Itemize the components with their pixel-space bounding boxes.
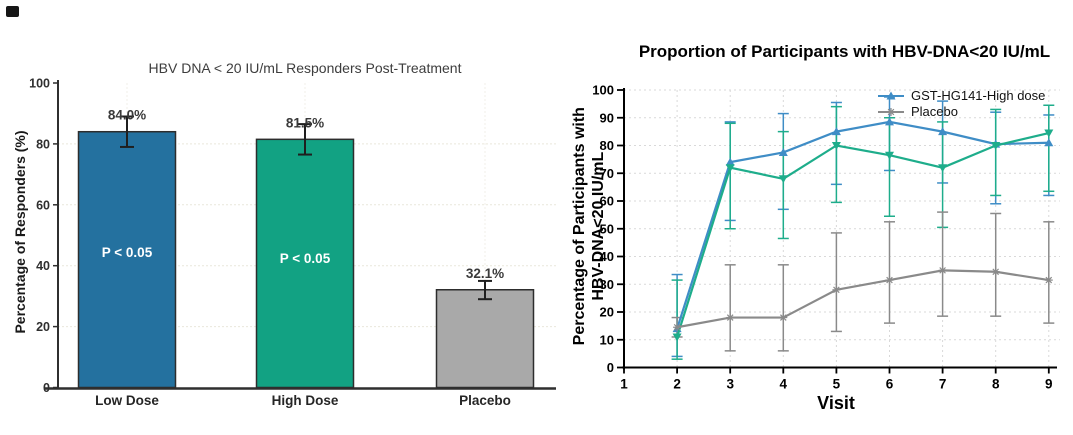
legend-item-placebo: Placebo [876,104,1045,119]
x-tick-label: 9 [1045,377,1053,392]
x-tick-label: 8 [992,377,1000,392]
error-bar [478,279,492,301]
legend-label-high-dose: GST-HG141-High dose [911,88,1046,103]
error-bars-Placebo [671,211,1055,352]
y-tick-label: 10 [600,332,614,347]
line-chart-panel: 0 10 20 30 40 50 60 70 80 90 100 1 2 3 4 5 6 7 8 9 Proporti… [560,0,1073,435]
x-tick-label: 3 [726,377,734,392]
bar-value-label: 32.1% [466,266,504,281]
error-bar [298,123,312,156]
error-bar [120,115,134,148]
bar-low-dose [77,130,177,389]
triangle-up-marker-icon [885,117,894,126]
y-tick-label: 30 [600,277,614,292]
triangle-down-marker-icon [938,164,948,173]
series-line-GST-HG141-High dose [676,120,1049,329]
x-tick-label: 1 [620,377,628,392]
triangle-up-marker-icon [938,127,948,136]
bar-high-dose [255,138,355,389]
bar-placebo [435,289,535,389]
x-tick-label: 6 [886,377,894,392]
x-tick-label: 7 [939,377,947,392]
triangle-down-marker-icon [991,142,1001,150]
high-dose-line-marker-icon [878,91,904,99]
star-marker-icon [726,313,735,322]
triangle-up-marker-icon [778,147,788,156]
legend-item-high-dose: GST-HG141-High dose [876,88,1045,103]
bar-value-label: 81.5% [286,115,324,130]
y-tick-label: 70 [600,166,614,181]
chart-legend: GST-HG141-High dose Placebo [876,88,1045,119]
star-marker-icon [832,285,841,294]
y-tick-label: 0 [43,381,50,395]
triangle-down-marker-icon [1044,129,1054,138]
y-tick-label: 80 [36,137,50,151]
triangle-up-marker-icon [831,127,841,136]
y-tick-label: 20 [36,320,50,334]
triangle-down-marker-icon [885,151,894,160]
y-tick-label: 20 [600,305,614,320]
star-marker-icon [991,267,1000,276]
y-tick-label: 50 [600,221,614,236]
x-category-label: Placebo [459,393,511,408]
y-tick-label: 100 [29,77,50,91]
triangle-down-marker-icon [778,175,788,184]
p-value-annotation: P < 0.05 [102,245,153,260]
placebo-line-marker-icon [878,107,904,116]
star-marker-icon [673,323,682,332]
y-axis-label-line-2: HBV-DNA<20 IU/mL [590,151,607,301]
star-marker-icon [1044,276,1053,285]
bar-chart-y-axis-label: Percentage of Responders (%) [12,130,28,334]
bar-value-label: 84.0% [108,108,146,123]
triangle-down-marker-icon [672,333,682,342]
y-tick-label: 40 [600,249,614,264]
series-line-unlabeled-series [676,131,1050,338]
star-marker-icon [885,276,894,285]
y-tick-label: 100 [592,83,614,98]
bar-chart-plot: 84.0% 81.5% 32.1% P < 0.05 P < 0.05 0 20 40 60 80… [29,77,556,408]
star-marker-icon [887,107,895,116]
legend-label-placebo: Placebo [911,104,958,119]
series-line-Placebo [676,269,1049,329]
triangle-up-marker-icon [725,157,735,166]
triangle-down-marker-icon [831,142,841,150]
y-tick-label: 60 [600,194,614,209]
y-tick-label: 60 [36,198,50,212]
y-tick-label: 80 [600,138,614,153]
bar-chart-title: HBV DNA < 20 IU/mL Responders Post-Treat… [148,60,462,76]
x-category-label: High Dose [272,393,339,408]
p-value-annotation: P < 0.05 [280,251,331,266]
line-chart-plot: 0 10 20 30 40 50 60 70 80 90 100 1 2 3 4 5 6 7 8 9 [592,83,1060,392]
x-tick-label: 5 [833,377,841,392]
bar-chart-panel: 84.0% 81.5% 32.1% P < 0.05 P < 0.05 0 20 40 60 80… [12,60,556,408]
y-tick-label: 0 [607,360,614,375]
triangle-up-marker-icon [1044,138,1054,147]
x-tick-label: 2 [673,377,681,392]
triangle-down-marker-icon [725,164,735,173]
triangle-up-marker-icon [886,91,896,99]
x-tick-label: 4 [780,377,788,392]
line-chart-y-axis-label: Percentage of Participants with HBV-DNA<… [570,56,608,396]
x-category-label: Low Dose [95,393,159,408]
y-axis-label-line-1: Percentage of Participants with [570,107,588,346]
y-tick-label: 40 [36,259,50,273]
line-chart-title: Proportion of Participants with HBV-DNA<… [638,42,1051,61]
line-chart-x-axis-label: Visit [817,393,855,413]
cursor-artifact [6,6,19,17]
y-tick-label: 90 [600,110,614,125]
star-marker-icon [779,313,788,322]
star-marker-icon [938,266,947,275]
